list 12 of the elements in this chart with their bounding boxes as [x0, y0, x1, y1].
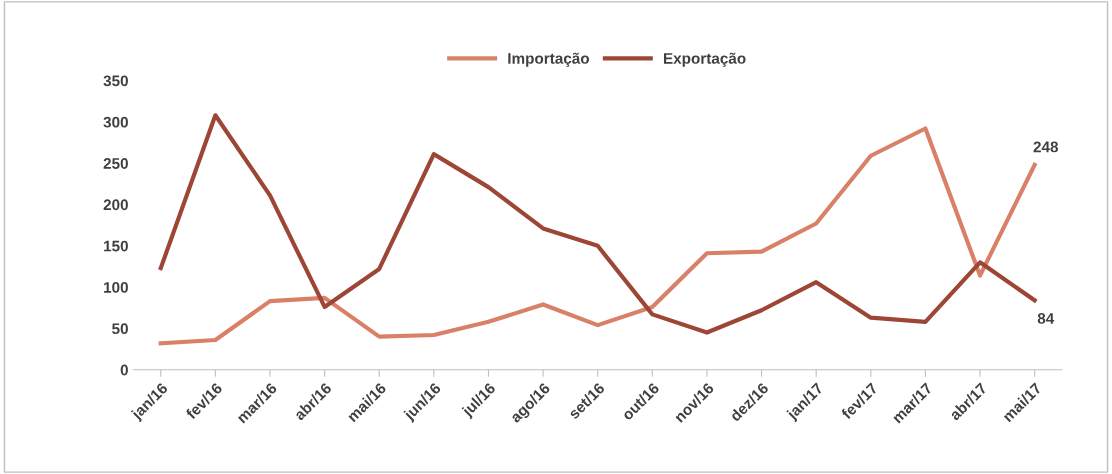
data-label: 248: [1033, 141, 1059, 153]
legend-label: Importação: [508, 52, 590, 67]
data-label: 84: [1037, 313, 1055, 324]
y-tick-label: 0: [120, 364, 128, 376]
y-tick-label: 250: [103, 158, 128, 169]
y-tick-label: 50: [112, 323, 128, 335]
y-tick-label: 350: [103, 75, 128, 87]
y-tick-label: 200: [103, 199, 128, 211]
legend-label: Exportação: [663, 52, 746, 67]
y-tick-label: 100: [104, 281, 128, 293]
y-tick-label: 150: [104, 240, 128, 252]
y-tick-label: 300: [103, 116, 128, 128]
